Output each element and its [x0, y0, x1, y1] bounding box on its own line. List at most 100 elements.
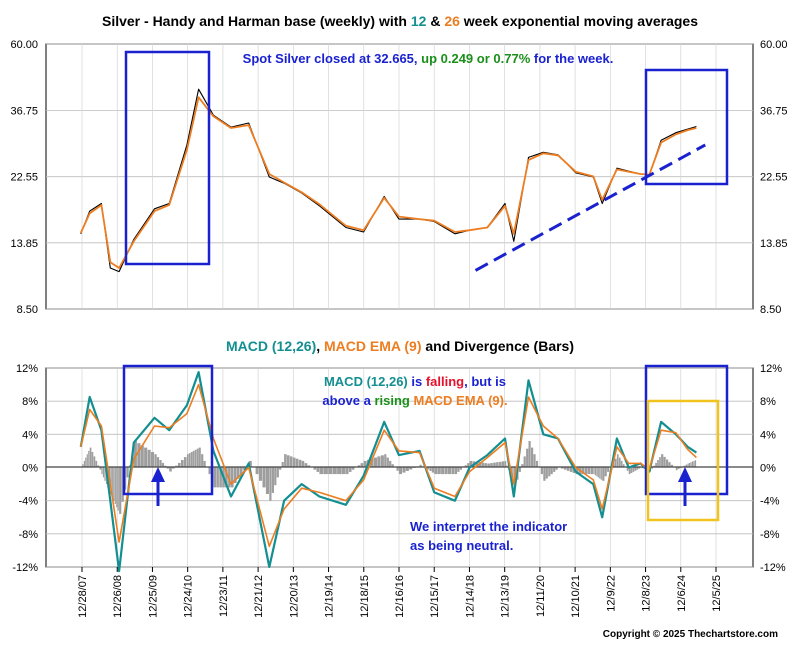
divergence-bar: [484, 463, 487, 468]
divergence-bar: [337, 467, 342, 475]
divergence-bar: [630, 467, 633, 473]
divergence-bar: [434, 467, 438, 475]
divergence-bar: [323, 467, 328, 475]
divergence-bar: [540, 467, 543, 475]
x-tick-label: 12/26/08: [112, 575, 124, 618]
divergence-bar: [287, 455, 290, 468]
divergence-bar: [373, 457, 377, 468]
divergence-bar: [216, 467, 219, 488]
divergence-bar: [271, 467, 274, 493]
divergence-bar: [602, 467, 605, 481]
divergence-bar: [659, 457, 661, 468]
divergence-bar: [166, 467, 169, 469]
divergence-bar: [281, 462, 284, 468]
divergence-bar: [154, 454, 157, 468]
divergence-bar: [196, 448, 199, 468]
divergence-bar: [622, 464, 625, 468]
macd-yellow-highlight-box: [646, 399, 720, 522]
divergence-bar: [689, 462, 691, 468]
divergence-bar: [99, 467, 102, 470]
divergence-bar: [328, 467, 333, 475]
price-y-tick-label: 8.50: [760, 304, 781, 316]
divergence-bar: [584, 467, 588, 475]
price-y-ticks-left: 60.00 36.75 22.55 13.85 8.50: [10, 39, 38, 316]
macd-divergence-bars: [82, 441, 697, 514]
macd-y-tick-label: -12%: [12, 562, 38, 574]
divergence-bar: [88, 450, 90, 468]
divergence-bar: [604, 467, 607, 477]
divergence-bar: [661, 454, 664, 468]
divergence-bar: [186, 454, 189, 468]
divergence-bar: [101, 467, 103, 475]
price-y-ticks-right: 60.00 36.75 22.55 13.85 8.50: [760, 39, 788, 316]
divergence-bar: [670, 464, 674, 468]
divergence-bar: [183, 457, 187, 468]
divergence-bar: [545, 467, 548, 479]
divergence-bar: [499, 461, 502, 468]
divergence-bar: [137, 443, 141, 468]
price-trendline-group: [474, 143, 706, 272]
divergence-bar: [581, 467, 585, 475]
macd-annotation-line2: above a rising MACD EMA (9).: [322, 393, 507, 408]
divergence-bar: [151, 452, 155, 468]
price-y-tick-label: 13.85: [760, 238, 788, 250]
divergence-bar: [384, 454, 387, 468]
divergence-bar: [213, 467, 216, 488]
macd-y-ticks-right: 12% 8% 4% 0% -4% -8% -12%: [760, 363, 786, 574]
divergence-bar: [255, 467, 259, 475]
divergence-bar: [274, 467, 277, 486]
divergence-bar: [620, 460, 623, 468]
divergence-bar: [535, 460, 539, 468]
divergence-bar: [533, 454, 536, 468]
divergence-bar: [203, 460, 206, 468]
divergence-bar: [597, 467, 599, 478]
x-tick-label: 12/10/21: [570, 575, 582, 618]
divergence-bar: [360, 463, 364, 468]
price-chart-title: Silver - Handy and Harman base (weekly) …: [102, 13, 698, 29]
divergence-bar: [469, 460, 473, 468]
macd-y-ticks-left: 12% 8% 4% 0% -4% -8% -12%: [12, 363, 38, 574]
divergence-bar: [190, 452, 193, 468]
price-ema-line: [79, 96, 697, 269]
divergence-bar: [607, 467, 610, 472]
divergence-bar: [95, 460, 98, 468]
divergence-bar: [457, 467, 460, 472]
divergence-bar: [265, 467, 269, 494]
divergence-bar: [201, 454, 204, 468]
divergence-bar: [102, 467, 105, 478]
macd-interpretation-line2: as being neutral.: [410, 538, 513, 553]
divergence-bar: [512, 467, 514, 483]
divergence-bar: [454, 467, 458, 475]
price-y-tick-label: 22.55: [10, 172, 38, 184]
divergence-bar: [332, 467, 337, 475]
x-tick-label: 12/6/24: [676, 575, 688, 612]
divergence-bar: [386, 457, 389, 468]
price-y-tick-label: 8.50: [17, 304, 38, 316]
divergence-bar: [178, 462, 181, 468]
divergence-bar: [655, 462, 657, 468]
divergence-bar: [575, 467, 579, 475]
price-y-tick-label: 60.00: [760, 39, 788, 51]
divergence-bar: [687, 463, 689, 468]
macd-y-tick-label: 0%: [760, 463, 776, 475]
divergence-bar: [634, 467, 637, 471]
price-series-group: [79, 88, 697, 273]
divergence-bar: [677, 467, 680, 469]
price-highlight-box-2023-2025: [644, 68, 729, 186]
price-annotation: Spot Silver closed at 32.665, up 0.249 o…: [243, 51, 614, 66]
divergence-bar: [85, 457, 87, 468]
price-y-tick-label: 36.75: [10, 105, 38, 117]
divergence-bar: [298, 459, 302, 468]
divergence-bar: [636, 467, 639, 470]
macd-y-tick-label: 4%: [760, 429, 776, 441]
divergence-bar: [398, 467, 402, 475]
x-tick-label: 12/25/09: [147, 575, 159, 618]
divergence-bar: [594, 467, 596, 476]
divergence-bar: [181, 460, 184, 468]
x-tick-label: 12/21/12: [253, 575, 265, 618]
divergence-bar: [198, 447, 201, 468]
divergence-bar: [234, 467, 237, 483]
divergence-bar: [657, 460, 659, 468]
support-trendline: [474, 143, 706, 272]
divergence-bar: [441, 467, 445, 475]
